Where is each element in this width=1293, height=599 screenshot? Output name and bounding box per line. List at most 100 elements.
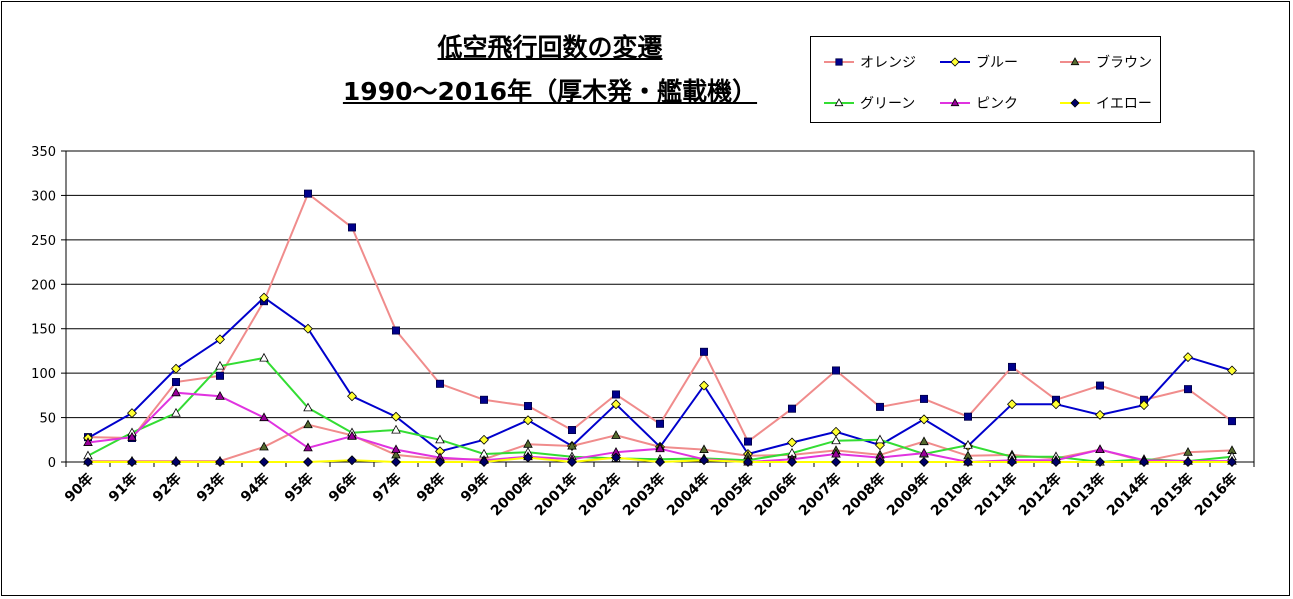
data-point [391, 424, 401, 434]
data-point [259, 457, 269, 467]
data-point [1139, 457, 1149, 467]
legend [810, 36, 1161, 123]
data-point [1227, 457, 1237, 467]
x-tick-label: 93年 [193, 470, 229, 506]
x-tick-label: 96年 [325, 470, 361, 506]
data-point [303, 189, 312, 198]
data-point [699, 380, 709, 391]
data-point [479, 395, 488, 404]
y-tick-label: 300 [31, 189, 56, 204]
data-point [963, 439, 973, 449]
data-point [1095, 409, 1105, 420]
data-point [479, 434, 489, 445]
data-point [919, 447, 929, 457]
data-point [1095, 444, 1105, 454]
data-point [215, 360, 225, 370]
data-point [83, 437, 93, 446]
x-tick-label: 2016年 [1191, 470, 1240, 519]
x-tick-label: 98年 [413, 470, 449, 506]
data-point [391, 457, 401, 467]
plot-area [65, 150, 1255, 463]
data-point [919, 457, 929, 467]
data-point [524, 402, 533, 411]
data-point [127, 457, 137, 467]
data-point [171, 387, 181, 397]
data-point [391, 411, 401, 422]
data-point [876, 402, 885, 411]
x-tick-label: 92年 [149, 470, 185, 506]
y-tick-label: 100 [31, 367, 56, 382]
legend-marker [1070, 98, 1080, 108]
x-tick-label: 97年 [369, 470, 405, 506]
data-point [1183, 446, 1193, 456]
x-tick-label: 2002年 [575, 470, 624, 519]
data-point [1051, 457, 1061, 467]
data-point [744, 437, 753, 446]
data-point [611, 452, 621, 463]
x-tick-label: 2015年 [1147, 470, 1196, 519]
legend-marker [950, 98, 960, 107]
data-point [303, 323, 313, 334]
data-point [215, 334, 225, 345]
x-tick-label: 95年 [281, 470, 317, 506]
data-point [259, 292, 269, 303]
data-point [831, 435, 841, 445]
series-line [87, 296, 1233, 456]
data-point [787, 457, 797, 467]
data-point [215, 391, 225, 400]
data-point [655, 443, 665, 453]
data-point [171, 407, 181, 417]
data-point [963, 457, 973, 467]
y-tick-label: 50 [39, 412, 56, 427]
x-tick-label: 2010年 [927, 470, 976, 519]
data-point [1139, 400, 1149, 411]
data-point [611, 430, 621, 439]
data-point [347, 455, 357, 466]
data-point [171, 363, 181, 374]
data-point [699, 455, 709, 466]
data-point [479, 457, 489, 467]
data-point [831, 426, 841, 437]
data-point [875, 434, 885, 444]
legend-label: グリーン [860, 96, 915, 112]
x-tick-label: 2013年 [1059, 470, 1108, 519]
data-point [259, 352, 269, 362]
chart-subtitle: 1990～2016年（厚木発・艦載機） [342, 77, 758, 106]
data-point [1184, 385, 1193, 394]
legend-marker [950, 57, 960, 67]
data-point [787, 437, 797, 448]
x-tick-label: 2005年 [707, 470, 756, 519]
x-tick-label: 91年 [105, 470, 141, 506]
x-tick-label: 2001年 [531, 470, 580, 519]
data-point [259, 412, 269, 422]
legend-marker [1070, 57, 1080, 66]
data-point [347, 391, 357, 402]
legend-label: ピンク [976, 96, 1018, 112]
data-point [303, 419, 313, 429]
data-point [127, 431, 137, 441]
data-point [831, 457, 841, 467]
x-tick-label: 2008年 [839, 470, 888, 519]
data-point [611, 399, 621, 410]
data-point [1007, 457, 1017, 467]
data-point [832, 366, 841, 375]
data-point [171, 457, 181, 467]
data-point [612, 390, 621, 399]
data-point [1095, 457, 1105, 467]
y-tick-label: 150 [31, 323, 56, 338]
x-tick-label: 2006年 [751, 470, 800, 519]
data-point [920, 394, 929, 403]
data-point [127, 408, 137, 419]
data-point [1183, 352, 1193, 363]
data-point [435, 379, 444, 388]
x-tick-label: 94年 [237, 470, 273, 506]
x-tick-label: 2009年 [883, 470, 932, 519]
data-point [1183, 457, 1193, 467]
legend-label: ブラウン [1096, 54, 1152, 71]
x-tick-label: 99年 [457, 470, 493, 506]
data-point [656, 419, 665, 428]
data-point [1228, 417, 1237, 426]
x-tick-label: 2011年 [971, 470, 1020, 519]
